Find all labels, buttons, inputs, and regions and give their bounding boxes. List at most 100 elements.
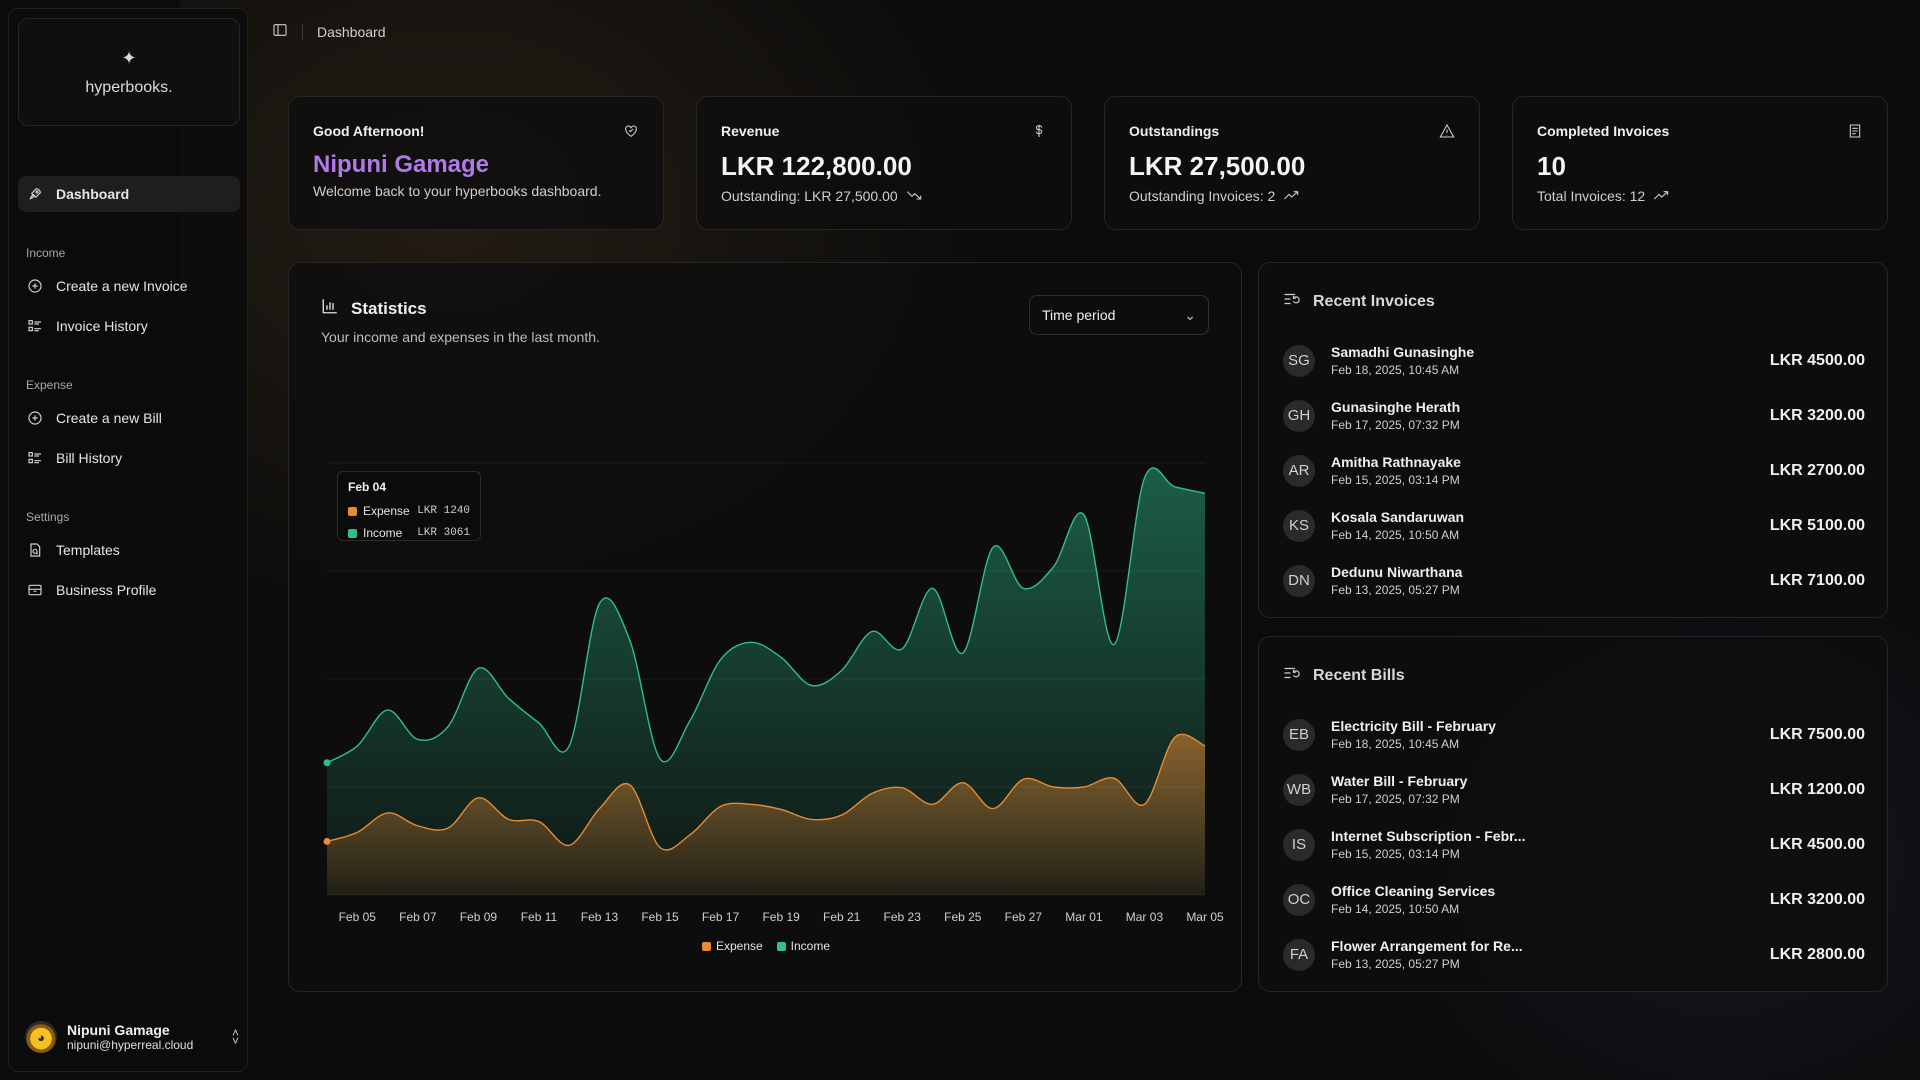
- outstandings-sub-row: Outstanding Invoices: 2: [1129, 188, 1455, 204]
- statistics-chart: Feb 05 Feb 07 Feb 09 Feb 11 Feb 13 Feb 15 Feb …: [323, 462, 1224, 924]
- item-amount: LKR 7500.00: [1769, 725, 1865, 743]
- x-tick-label: Feb 11: [521, 910, 558, 924]
- topbar: Dashboard: [272, 20, 386, 44]
- item-amount: LKR 3200.00: [1769, 890, 1865, 908]
- list-item[interactable]: WB Water Bill - February Feb 17, 2025, 07:…: [1283, 762, 1865, 817]
- item-amount: LKR 4500.00: [1769, 835, 1865, 853]
- series-line-income: [326, 467, 1206, 764]
- series-line-expense: [326, 733, 1206, 851]
- sidebar-item-invoice-history[interactable]: Invoice History: [18, 308, 240, 344]
- sidebar-item-label: Business Profile: [56, 582, 157, 598]
- revenue-value: LKR 122,800.00: [721, 151, 912, 181]
- time-period-select[interactable]: Time period ⌄: [1029, 295, 1209, 335]
- recent-bills-header: Recent Bills: [1283, 665, 1405, 686]
- legend-expense[interactable]: Expense: [701, 939, 763, 953]
- item-date: Feb 13, 2025, 05:27 PM: [1331, 583, 1460, 597]
- chart-tooltip: Feb 04 Expense LKR 1240 Income LKR 3061: [337, 471, 481, 541]
- completed-title: Completed Invoices: [1537, 123, 1670, 139]
- item-date: Feb 13, 2025, 05:27 PM: [1331, 957, 1460, 971]
- item-date: Feb 15, 2025, 03:14 PM: [1331, 473, 1460, 487]
- avatar: IS: [1283, 828, 1315, 861]
- user-menu[interactable]: ◕ Nipuni Gamage nipuni@hyperreal.cloud ˄…: [25, 1017, 239, 1057]
- sparkle-icon: ✦: [121, 47, 137, 68]
- list-item[interactable]: EB Electricity Bill - February Feb 18, 202…: [1283, 707, 1865, 762]
- x-tick-label: Feb 19: [762, 910, 800, 924]
- list-item[interactable]: AR Amitha Rathnayake Feb 15, 2025, 03:14 P…: [1283, 443, 1865, 498]
- chevron-down-icon: ⌄: [1184, 306, 1196, 323]
- item-name: Kosala Sandaruwan: [1331, 509, 1465, 525]
- sidebar-item-label: Templates: [56, 542, 120, 558]
- completed-invoices-card: Completed Invoices 10 Total Invoices: 12: [1512, 96, 1888, 230]
- sidebar-item-label: Dashboard: [56, 186, 130, 202]
- x-tick-label: Mar 01: [1065, 910, 1103, 924]
- avatar: OC: [1283, 883, 1315, 916]
- outstanding-invoices-count: Outstanding Invoices: 2: [1129, 188, 1276, 204]
- x-tick-label: Feb 21: [823, 910, 861, 924]
- recent-invoices-header: Recent Invoices: [1283, 291, 1435, 312]
- sidebar-item-business-profile[interactable]: Business Profile: [18, 572, 240, 608]
- x-tick-label: Feb 07: [399, 910, 437, 924]
- avatar: FA: [1283, 938, 1315, 971]
- sidebar-item-create-invoice[interactable]: Create a new Invoice: [18, 268, 240, 304]
- brand-logo[interactable]: ✦ hyperbooks.: [18, 18, 240, 126]
- chart-legend: Expense Income: [289, 939, 1243, 953]
- income-swatch: [348, 528, 357, 538]
- trend-up-icon: [1653, 188, 1669, 204]
- avatar: KS: [1283, 509, 1315, 542]
- avatar: DN: [1283, 564, 1315, 597]
- list-item[interactable]: SG Samadhi Gunasinghe Feb 18, 2025, 10:45 …: [1283, 333, 1865, 388]
- tooltip-expense-label: Expense: [363, 504, 410, 518]
- tooltip-expense-value: LKR 1240: [417, 505, 470, 517]
- list-item[interactable]: KS Kosala Sandaruwan Feb 14, 2025, 10:50 A…: [1283, 498, 1865, 553]
- outstandings-value: LKR 27,500.00: [1129, 151, 1306, 181]
- sidebar-item-label: Bill History: [56, 450, 123, 466]
- recent-bills-card: Recent Bills EB Electricity Bill - Februa…: [1258, 636, 1888, 992]
- bar-chart-icon: [321, 297, 339, 320]
- sidebar-item-dashboard[interactable]: Dashboard: [18, 176, 240, 212]
- list-item[interactable]: IS Internet Subscription - Febr... Feb 15,…: [1283, 817, 1865, 872]
- item-amount: LKR 2700.00: [1769, 461, 1865, 479]
- item-amount: LKR 5100.00: [1769, 516, 1865, 534]
- statistics-title: Statistics: [351, 298, 427, 318]
- breadcrumb[interactable]: Dashboard: [317, 24, 386, 40]
- recent-bills-title: Recent Bills: [1313, 666, 1405, 684]
- plus-circle-icon: [26, 409, 44, 427]
- statistics-card: Feb 05 Feb 07 Feb 09 Feb 11 Feb 13 Feb 15 Feb …: [288, 262, 1242, 992]
- item-date: Feb 14, 2025, 10:50 AM: [1331, 528, 1460, 542]
- list-item[interactable]: GH Gunasinghe Herath Feb 17, 2025, 07:32 P…: [1283, 388, 1865, 443]
- item-amount: LKR 4500.00: [1769, 351, 1865, 369]
- sidebar-item-label: Invoice History: [56, 318, 148, 334]
- list-item[interactable]: OC Office Cleaning Services Feb 14, 2025, …: [1283, 872, 1865, 927]
- revenue-sub-row: Outstanding: LKR 27,500.00: [721, 188, 1047, 204]
- avatar: AR: [1283, 454, 1315, 487]
- sidebar-nav: Dashboard Income Create a new Invoice In…: [18, 176, 240, 612]
- expense-swatch: [348, 506, 357, 516]
- x-tick-label: Mar 03: [1126, 910, 1164, 924]
- list-item[interactable]: DN Dedunu Niwarthana Feb 13, 2025, 05:27 P…: [1283, 553, 1865, 608]
- list-item[interactable]: FA Flower Arrangement for Re... Feb 13, 20…: [1283, 927, 1865, 982]
- file-search-icon: [26, 541, 44, 559]
- item-date: Feb 18, 2025, 10:45 AM: [1331, 363, 1460, 377]
- sidebar-item-templates[interactable]: Templates: [18, 532, 240, 568]
- completed-value: 10: [1537, 151, 1566, 181]
- rocket-icon: [26, 185, 44, 203]
- sidebar-toggle-icon[interactable]: [272, 22, 288, 43]
- active-point-income: [323, 759, 331, 767]
- legend-income[interactable]: Income: [776, 939, 830, 953]
- item-name: Office Cleaning Services: [1331, 883, 1496, 899]
- user-name: Nipuni Gamage: [67, 1022, 170, 1038]
- x-tick-label: Mar 05: [1186, 910, 1224, 924]
- item-name: Flower Arrangement for Re...: [1331, 938, 1523, 954]
- sidebar-item-create-bill[interactable]: Create a new Bill: [18, 400, 240, 436]
- item-name: Water Bill - February: [1331, 773, 1468, 789]
- x-tick-label: Feb 23: [884, 910, 922, 924]
- avatar: ◕: [25, 1021, 57, 1053]
- area-income: [327, 467, 1205, 895]
- tooltip-income-label: Income: [363, 526, 403, 540]
- revenue-title: Revenue: [721, 123, 780, 139]
- total-invoices-count: Total Invoices: 12: [1537, 188, 1646, 204]
- sidebar: ✦ hyperbooks. Dashboard Income Create a …: [8, 8, 248, 1072]
- item-amount: LKR 7100.00: [1769, 571, 1865, 589]
- sidebar-item-bill-history[interactable]: Bill History: [18, 440, 240, 476]
- area-expense: [327, 734, 1205, 895]
